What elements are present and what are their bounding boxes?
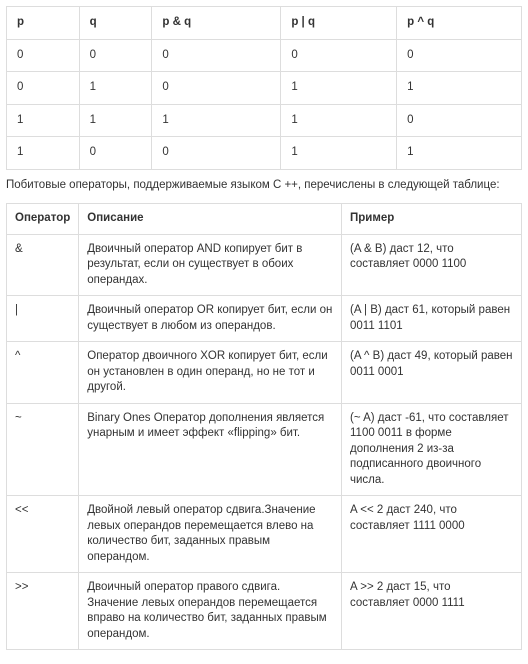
cell: 1 (7, 137, 80, 170)
op-desc: Двоичный оператор AND копирует бит в рез… (79, 234, 342, 296)
cell: 0 (397, 104, 522, 137)
op-example: A >> 2 даст 15, что составляет 0000 1111 (342, 573, 522, 650)
cell: 1 (7, 104, 80, 137)
op-desc: Binary Ones Оператор дополнения является… (79, 403, 342, 496)
table-row: >> Двоичный оператор правого сдвига. Зна… (7, 573, 522, 650)
cell: 0 (7, 72, 80, 105)
op-symbol: >> (7, 573, 79, 650)
th-xor: p ^ q (397, 7, 522, 40)
th-and: p & q (152, 7, 281, 40)
table-row: 0 0 0 0 0 (7, 39, 522, 72)
cell: 0 (397, 39, 522, 72)
cell: 0 (79, 137, 152, 170)
truth-table: p q p & q p | q p ^ q 0 0 0 0 0 0 1 0 1 … (6, 6, 522, 170)
th-description: Описание (79, 204, 342, 235)
op-symbol: | (7, 296, 79, 342)
table-row: | Двоичный оператор OR копирует бит, есл… (7, 296, 522, 342)
op-desc: Оператор двоичного XOR копирует бит, есл… (79, 342, 342, 404)
op-example: (A | B) даст 61, который равен 0011 1101 (342, 296, 522, 342)
table-header-row: Оператор Описание Пример (7, 204, 522, 235)
table-header-row: p q p & q p | q p ^ q (7, 7, 522, 40)
cell: 1 (79, 72, 152, 105)
cell: 0 (152, 72, 281, 105)
table-row: ^ Оператор двоичного XOR копирует бит, е… (7, 342, 522, 404)
op-desc: Двойной левый оператор сдвига.Значение л… (79, 496, 342, 573)
op-example: A << 2 даст 240, что составляет 1111 000… (342, 496, 522, 573)
cell: 0 (7, 39, 80, 72)
op-symbol: << (7, 496, 79, 573)
th-p: p (7, 7, 80, 40)
th-operator: Оператор (7, 204, 79, 235)
cell: 1 (152, 104, 281, 137)
table-row: 1 0 0 1 1 (7, 137, 522, 170)
op-example: (A ^ B) даст 49, который равен 0011 0001 (342, 342, 522, 404)
cell: 1 (397, 137, 522, 170)
paragraph-text: Побитовые операторы, поддерживаемые язык… (6, 178, 522, 194)
cell: 0 (79, 39, 152, 72)
op-symbol: ^ (7, 342, 79, 404)
cell: 0 (281, 39, 397, 72)
op-example: (A & B) даст 12, что составляет 0000 110… (342, 234, 522, 296)
table-row: ~ Binary Ones Оператор дополнения являет… (7, 403, 522, 496)
cell: 1 (281, 137, 397, 170)
cell: 0 (152, 39, 281, 72)
operators-table: Оператор Описание Пример & Двоичный опер… (6, 203, 522, 650)
table-row: << Двойной левый оператор сдвига.Значени… (7, 496, 522, 573)
cell: 1 (281, 72, 397, 105)
th-q: q (79, 7, 152, 40)
table-row: & Двоичный оператор AND копирует бит в р… (7, 234, 522, 296)
table-row: 0 1 0 1 1 (7, 72, 522, 105)
cell: 1 (281, 104, 397, 137)
op-example: (~ A) даст -61, что составляет 1100 0011… (342, 403, 522, 496)
op-desc: Двоичный оператор OR копирует бит, если … (79, 296, 342, 342)
cell: 1 (79, 104, 152, 137)
table-row: 1 1 1 1 0 (7, 104, 522, 137)
th-example: Пример (342, 204, 522, 235)
op-desc: Двоичный оператор правого сдвига. Значен… (79, 573, 342, 650)
th-or: p | q (281, 7, 397, 40)
cell: 0 (152, 137, 281, 170)
cell: 1 (397, 72, 522, 105)
op-symbol: & (7, 234, 79, 296)
op-symbol: ~ (7, 403, 79, 496)
